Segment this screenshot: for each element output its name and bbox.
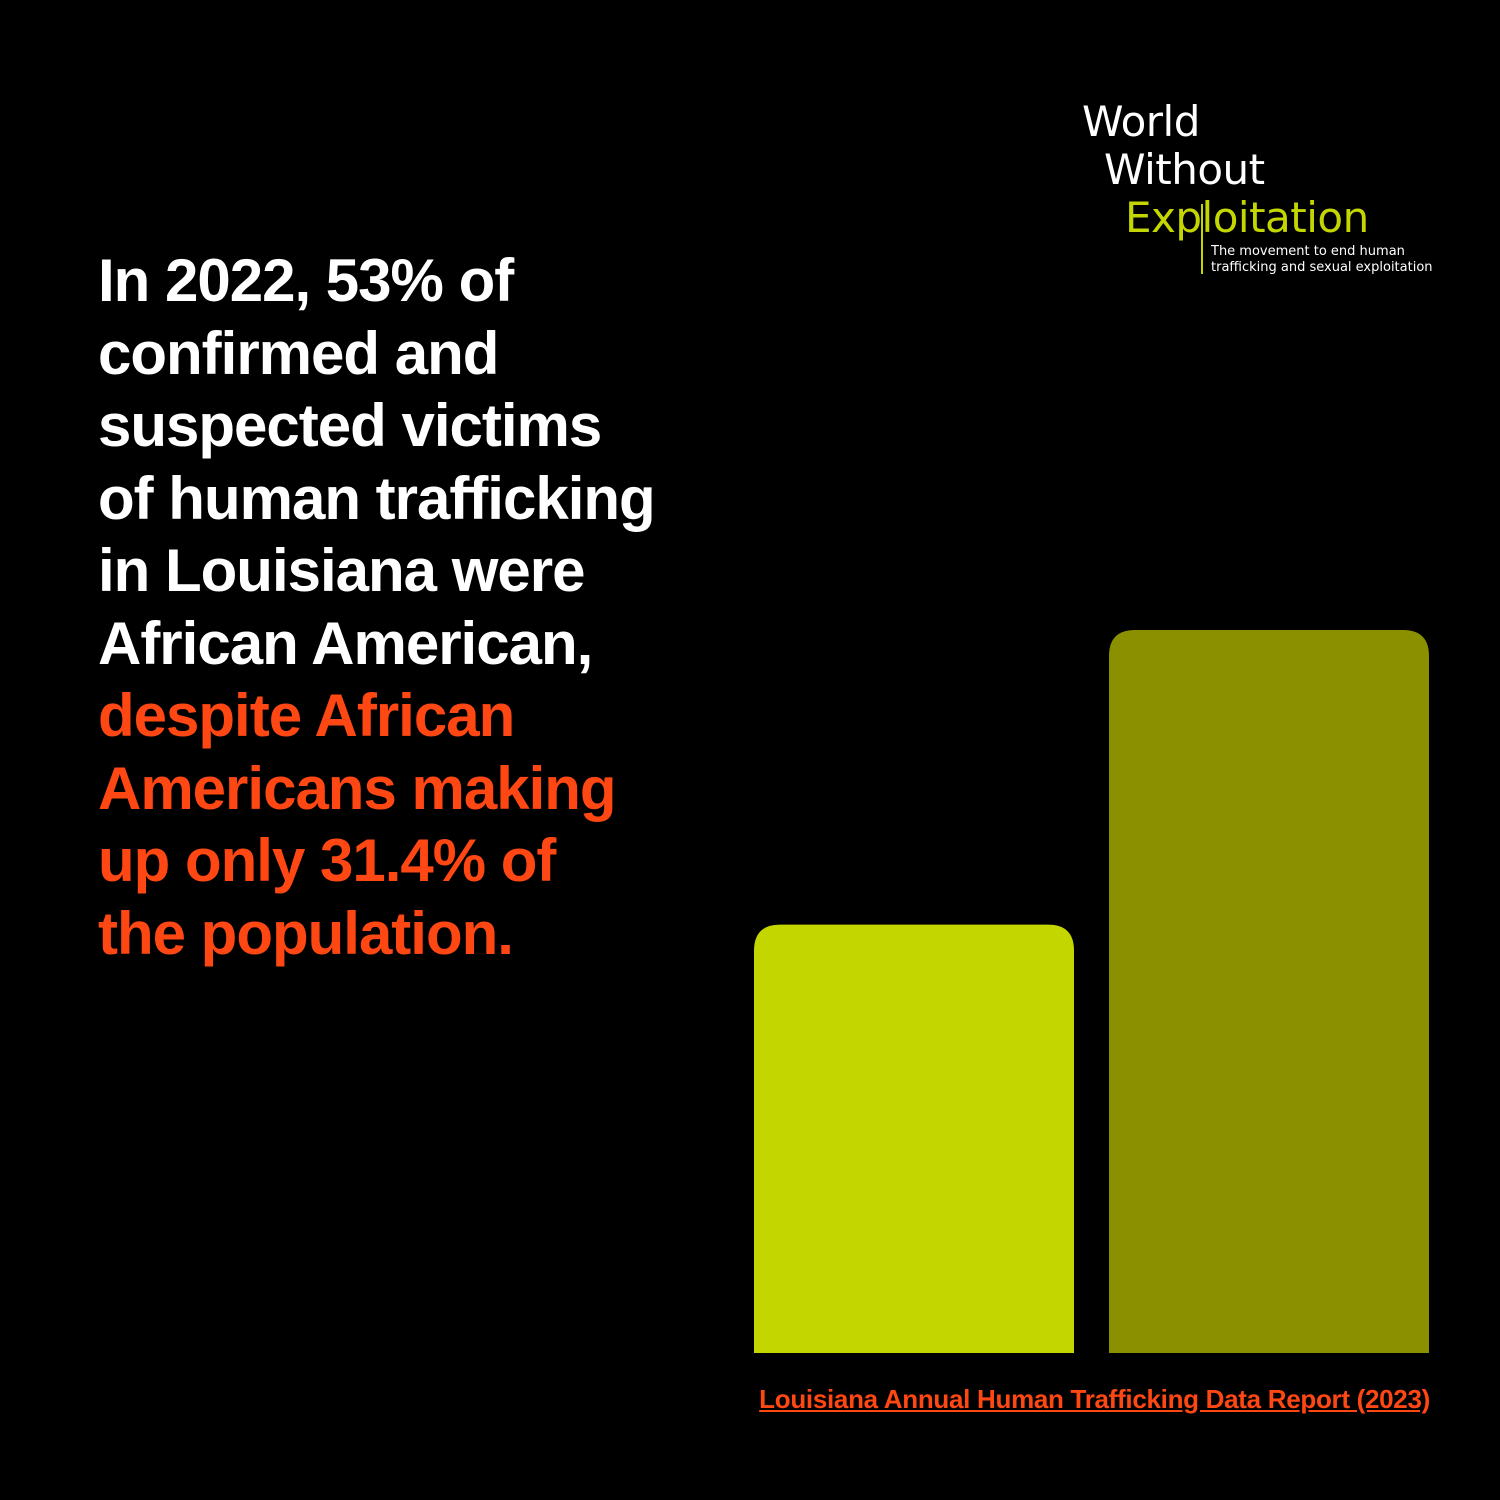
headline-accent-line: the population. xyxy=(98,899,514,967)
bar-victims-share xyxy=(1109,630,1429,1353)
headline-line: In 2022, 53% of xyxy=(98,247,514,314)
logo-word-without: Without xyxy=(1104,145,1265,194)
logo-tagline-line-2: trafficking and sexual exploitation xyxy=(1211,260,1433,275)
world-without-exploitation-logo: World Without Exploitation The movement … xyxy=(1082,98,1482,288)
headline-line: suspected victims xyxy=(98,392,602,459)
headline-line: in Louisiana were xyxy=(98,537,585,604)
headline-line: of human trafficking xyxy=(98,464,656,532)
headline-line: confirmed and xyxy=(98,319,499,387)
logo-divider xyxy=(1201,204,1203,274)
headline-line: African American, xyxy=(98,609,593,677)
logo-tagline: The movement to end human trafficking an… xyxy=(1211,244,1433,276)
logo-word-world: World xyxy=(1082,97,1200,146)
logo-tagline-line-1: The movement to end human xyxy=(1211,244,1405,259)
bar-population-share xyxy=(754,924,1074,1353)
source-link[interactable]: Louisiana Annual Human Trafficking Data … xyxy=(759,1384,1430,1414)
headline-accent-line: Americans making xyxy=(98,754,617,822)
headline: In 2022, 53% of confirmed and suspected … xyxy=(98,245,778,970)
headline-accent-line: up only 31.4% of xyxy=(98,827,556,894)
logo-word-exploitation: Exploitation xyxy=(1125,193,1369,242)
headline-accent-line: despite African xyxy=(98,682,515,749)
